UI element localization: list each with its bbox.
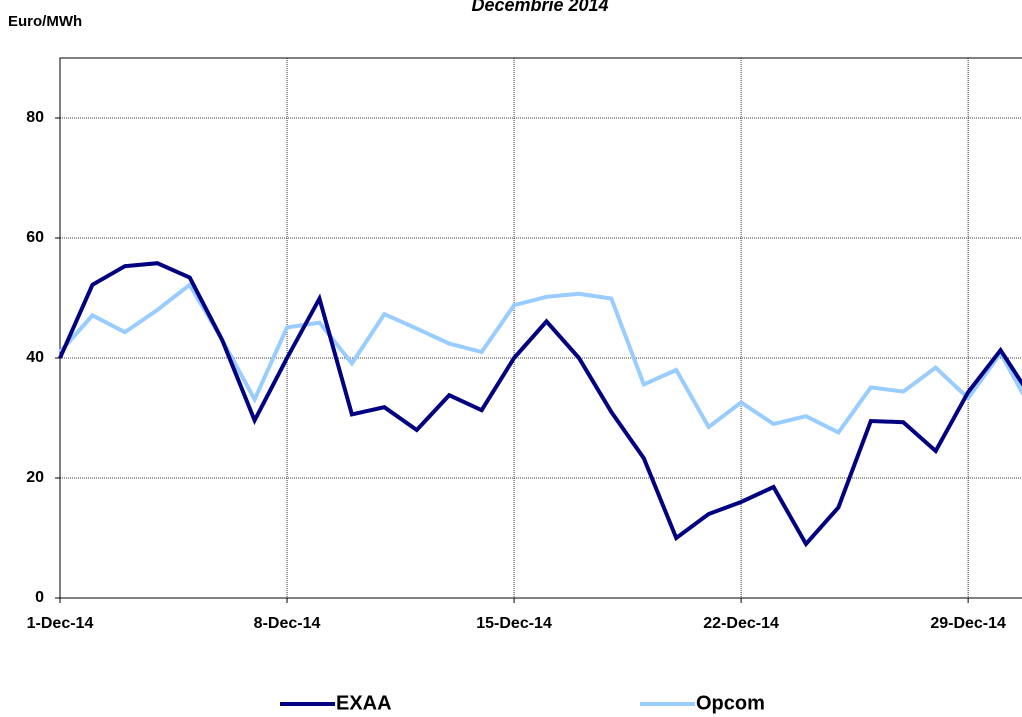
- x-tick-label: 15-Dec-14: [476, 615, 552, 632]
- y-tick-label: 0: [35, 589, 44, 606]
- y-tick-label: 80: [26, 109, 44, 126]
- series-line: [58, 261, 1022, 548]
- x-tick-label: 8-Dec-14: [254, 615, 321, 632]
- x-tick-label: 1-Dec-14: [27, 615, 94, 632]
- legend-label: Opcom: [696, 692, 765, 714]
- y-axis-label: Euro/MWh: [8, 13, 82, 30]
- x-tick-label: 22-Dec-14: [703, 615, 779, 632]
- x-tick-label: 29-Dec-14: [930, 615, 1006, 632]
- y-tick-label: 40: [26, 349, 44, 366]
- legend-label: EXAA: [336, 692, 392, 714]
- y-tick-label: 20: [26, 469, 44, 486]
- chart-title: Decembrie 2014: [471, 0, 608, 15]
- y-tick-label: 60: [26, 229, 44, 246]
